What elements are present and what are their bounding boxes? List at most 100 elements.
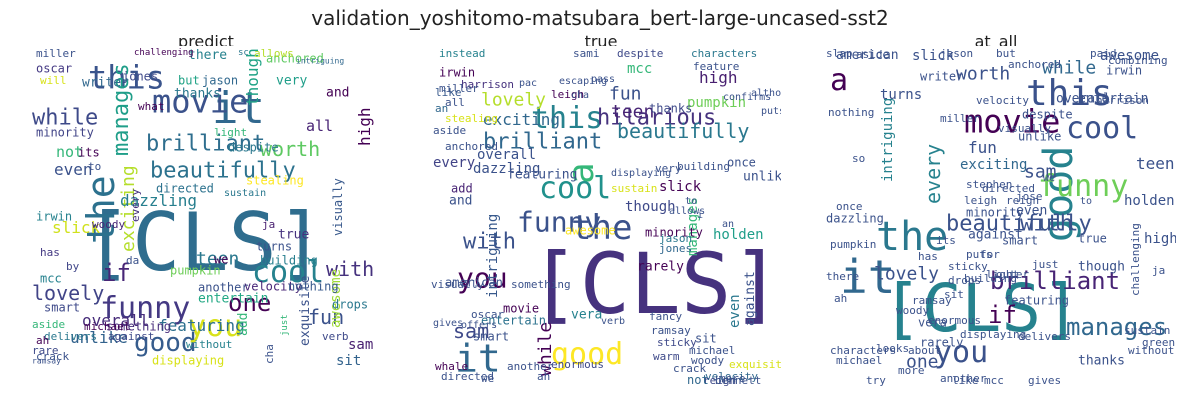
cloud-word: jones <box>122 69 158 83</box>
cloud-word: while <box>535 322 556 376</box>
cloud-word: good <box>551 337 623 372</box>
cloud-word: building <box>677 160 730 173</box>
cloud-word: though <box>625 199 676 215</box>
cloud-word: unlike <box>743 170 781 185</box>
cloud-word: mcc <box>627 61 652 77</box>
cloud-word: rare <box>32 344 59 357</box>
cloud-word: even <box>1016 204 1047 219</box>
cloud-word: pumpkin <box>830 238 876 251</box>
cloud-word: ah <box>36 334 49 347</box>
cloud-word: lovely <box>481 90 546 111</box>
cloud-word: its <box>78 145 100 159</box>
cloud-word: to <box>88 160 101 173</box>
cloud-word: slick <box>52 218 101 237</box>
cloud-word: manages <box>1066 313 1167 341</box>
cloud-word: challenging <box>134 48 194 58</box>
cloud-word: puts <box>966 248 993 261</box>
cloud-word: dazzling <box>120 191 197 210</box>
cloud-word: instead <box>439 47 485 60</box>
cloud-word: anchored <box>445 140 498 153</box>
cloud-word: a <box>561 162 602 184</box>
cloud-word: pac <box>519 78 537 89</box>
cloud-word: brilliant <box>990 267 1120 295</box>
cloud-word: harrison <box>461 78 514 91</box>
cloud-word: holden <box>1124 193 1175 209</box>
cloud-word: all <box>445 96 465 109</box>
cloud-word: reign <box>1006 194 1039 207</box>
cloud-word: even <box>54 160 93 179</box>
cloud-word: cool <box>252 255 324 290</box>
cloud-word: every <box>433 155 475 171</box>
cloud-word: vera <box>571 308 602 323</box>
cloud-word: true <box>278 228 309 243</box>
cloud-word: delivers <box>44 330 97 343</box>
cloud-word: whale <box>435 360 468 373</box>
cloud-word: pumpkin <box>687 95 746 111</box>
cloud-word: feature <box>693 60 739 73</box>
cloud-word: directed <box>156 181 214 195</box>
cloud-word: by <box>66 260 80 273</box>
cloud-word: [CLS] <box>84 196 325 289</box>
cloud-word: while <box>32 105 98 130</box>
cloud-word: overall <box>477 147 536 163</box>
cloud-word: this <box>1026 73 1113 114</box>
cloud-word: rarely <box>920 335 963 349</box>
cloud-word: slick <box>659 179 702 195</box>
cloud-word: not <box>56 143 83 161</box>
cloud-word: light <box>986 268 1019 281</box>
cloud-word: aside <box>32 318 65 331</box>
cloud-word: high <box>699 68 738 87</box>
cloud-word: sami <box>573 47 600 60</box>
cloud-word: hilarious <box>597 105 716 130</box>
cloud-word: cool <box>1066 111 1138 146</box>
cloud-word: worth <box>956 64 1010 85</box>
cloud-word: smart <box>1002 233 1038 247</box>
cloud-word: displaying <box>611 168 671 179</box>
cloud-word: entertain <box>198 292 268 307</box>
cloud-word: exciting <box>483 110 560 129</box>
cloud-word: sit <box>695 331 717 345</box>
cloud-word: offers <box>461 320 497 331</box>
cloud-word: anchored <box>1008 58 1061 71</box>
cloud-word: slick <box>912 48 955 64</box>
cloud-word: featuring <box>158 316 245 335</box>
cloud-word: stephen <box>966 178 1012 191</box>
cloud-word: i <box>697 210 703 221</box>
cloud-word: directed <box>441 370 494 383</box>
cloud-word: add <box>451 181 473 195</box>
cloud-word: fun <box>968 138 997 157</box>
cloud-word: so <box>852 152 865 165</box>
cloud-word: another <box>198 280 249 294</box>
cloud-word: woody <box>92 218 125 231</box>
cloud-word: has <box>40 246 60 259</box>
cloud-word: brilliant <box>146 131 265 156</box>
cloud-word: exciting <box>960 157 1027 173</box>
cloud-word: jason <box>202 73 238 87</box>
cloud-word: an <box>722 219 734 230</box>
cloud-word: nothing <box>828 106 874 119</box>
cloud-word: holden <box>713 227 764 243</box>
cloud-word: rarely <box>637 260 684 275</box>
cloud-word: unlike <box>70 328 128 347</box>
cloud-word: beautifully <box>946 211 1092 236</box>
cloud-word: teen <box>611 102 654 123</box>
cloud-word: delivers <box>1018 330 1071 343</box>
cloud-word: aside <box>856 48 889 61</box>
cloud-word: will <box>40 74 67 87</box>
cloud-word: leigh <box>551 88 584 101</box>
cloud-word: visually <box>998 122 1051 135</box>
cloud-word: fun <box>609 84 642 105</box>
cloud-word: american <box>445 275 503 289</box>
cloud-word: funny <box>1038 169 1128 204</box>
cloud-word: movie <box>503 301 539 315</box>
cloud-word: this <box>531 101 603 136</box>
cloud-word: teen <box>1136 154 1175 173</box>
cloud-word: miller <box>439 82 479 95</box>
cloud-word: jones <box>659 242 692 255</box>
cloud-word: characters <box>691 47 757 60</box>
cloud-word: sc <box>238 48 249 58</box>
cloud-word: add <box>236 313 251 336</box>
cloud-word: good <box>1036 146 1082 242</box>
cloud-word: gives <box>1028 374 1061 386</box>
cloud-word: velocity <box>244 279 302 293</box>
